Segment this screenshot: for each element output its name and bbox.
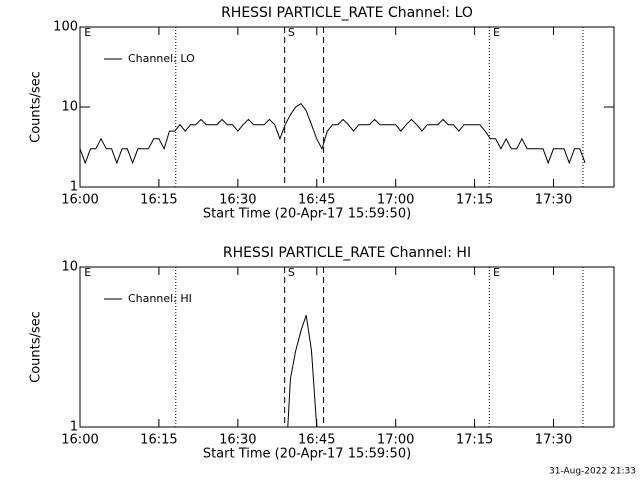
x-tick-label: 16:15	[140, 433, 177, 448]
y-tick-label: 1	[70, 180, 78, 195]
plot-frame	[79, 266, 615, 428]
event-flag: E	[493, 26, 500, 39]
x-tick-label: 16:15	[140, 193, 177, 208]
x-tick-label: 17:15	[456, 193, 493, 208]
y-axis-label: Counts/sec	[29, 311, 44, 383]
y-tick-label: 100	[53, 20, 78, 35]
x-tick-label: 16:45	[298, 193, 335, 208]
y-tick-label: 10	[61, 100, 78, 115]
x-axis-label: Start Time (20-Apr-17 15:59:50)	[203, 447, 411, 462]
chart-title: RHESSI PARTICLE_RATE Channel: HI	[223, 245, 471, 261]
series-line	[79, 103, 586, 165]
event-flag: S	[288, 266, 295, 279]
event-flag: E	[493, 266, 500, 279]
x-tick-label: 17:15	[456, 433, 493, 448]
event-flag: E	[84, 26, 91, 39]
event-flag: E	[84, 266, 91, 279]
x-tick-label: 16:30	[219, 433, 256, 448]
chart-title: RHESSI PARTICLE_RATE Channel: LO	[221, 5, 473, 21]
legend-label: Channel: HI	[128, 292, 192, 305]
y-axis-label: Counts/sec	[29, 71, 44, 143]
x-tick-label: 16:45	[298, 433, 335, 448]
y-tick-label: 10	[61, 260, 78, 275]
x-tick-label: 16:00	[61, 193, 98, 208]
x-tick-label: 17:30	[535, 193, 572, 208]
legend-label: Channel: LO	[128, 52, 195, 65]
x-axis-label: Start Time (20-Apr-17 15:59:50)	[203, 207, 411, 222]
x-tick-label: 17:30	[535, 433, 572, 448]
x-tick-label: 16:00	[61, 433, 98, 448]
x-tick-label: 17:00	[377, 433, 414, 448]
y-tick-label: 1	[70, 420, 78, 435]
x-tick-label: 16:30	[219, 193, 256, 208]
event-flag: S	[288, 26, 295, 39]
series-line	[287, 315, 318, 428]
footer-date: 31-Aug-2022 21:33	[549, 467, 636, 477]
x-tick-label: 17:00	[377, 193, 414, 208]
